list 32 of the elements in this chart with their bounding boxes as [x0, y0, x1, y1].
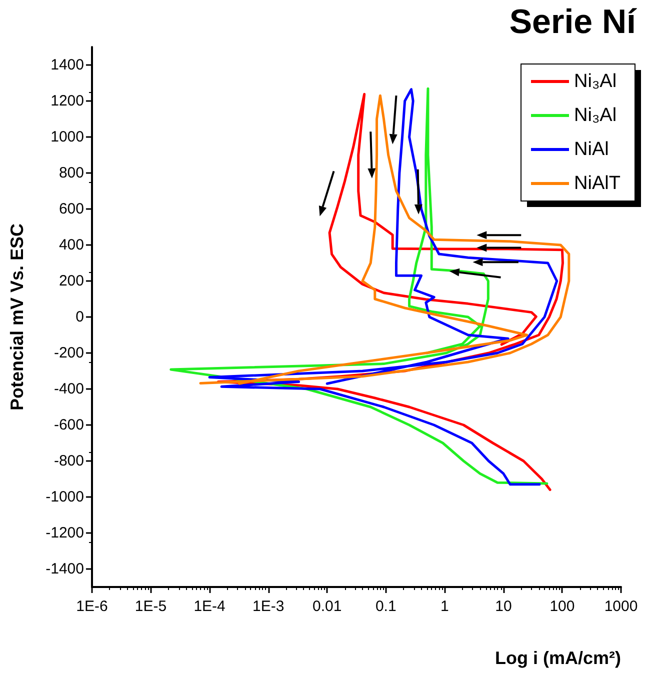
x-tick-label: 0.1: [375, 598, 396, 615]
x-tick-label: 1E-5: [134, 598, 167, 615]
y-tick-label: 800: [58, 164, 84, 182]
x-tick-label: 1E-4: [194, 598, 226, 615]
legend-label: NiAlT: [574, 173, 621, 194]
legend-label: Ni₃Al: [574, 105, 617, 126]
x-tick-label: 1: [440, 598, 449, 615]
legend-label: Ni₃Al: [574, 71, 617, 92]
y-tick-label: 200: [58, 272, 84, 290]
y-tick-label: 1000: [50, 128, 84, 146]
x-tick-label: 1000: [604, 598, 638, 615]
y-tick-label: -400: [54, 380, 84, 398]
y-tick-label: -1400: [46, 560, 84, 578]
x-tick-label: 1E-6: [76, 598, 108, 615]
chart-title: Serie Ní: [509, 3, 638, 41]
y-tick-label: 400: [58, 236, 84, 254]
legend-label: NiAl: [574, 139, 609, 160]
y-tick-label: 0: [76, 308, 84, 326]
y-axis-title: Potencial mV Vs. ESC: [7, 223, 27, 411]
x-tick-label: 100: [550, 598, 575, 615]
x-tick-label: 0.01: [312, 598, 342, 615]
y-tick-label: 1400: [50, 56, 84, 74]
y-tick-label: -1200: [46, 524, 84, 542]
y-tick-label: -800: [54, 452, 84, 470]
y-tick-label: -200: [54, 344, 84, 362]
y-tick-label: 1200: [50, 92, 84, 110]
x-axis-title: Log i (mA/cm²): [495, 648, 621, 668]
y-tick-label: -1000: [46, 488, 84, 506]
y-tick-label: 600: [58, 200, 84, 218]
x-tick-label: 1E-3: [252, 598, 284, 615]
y-tick-label: -600: [54, 416, 84, 434]
x-tick-label: 10: [495, 598, 512, 615]
